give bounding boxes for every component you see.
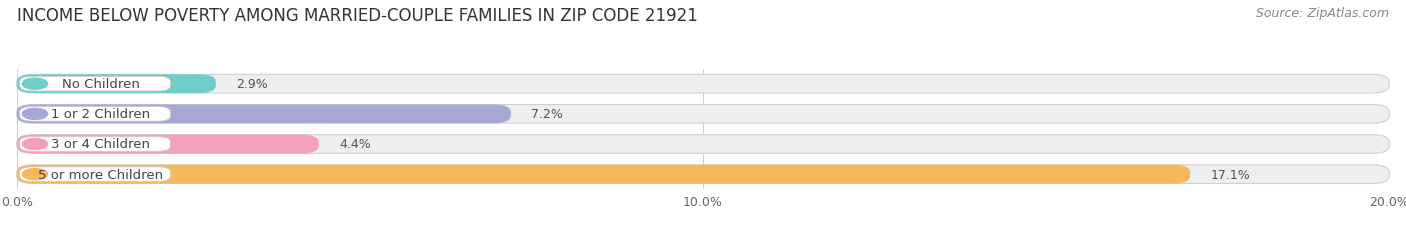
Circle shape bbox=[22, 79, 48, 90]
FancyBboxPatch shape bbox=[17, 135, 1389, 154]
FancyBboxPatch shape bbox=[17, 165, 1189, 184]
FancyBboxPatch shape bbox=[17, 105, 1389, 124]
FancyBboxPatch shape bbox=[20, 137, 170, 152]
Text: 17.1%: 17.1% bbox=[1211, 168, 1250, 181]
Text: 2.9%: 2.9% bbox=[236, 78, 269, 91]
FancyBboxPatch shape bbox=[20, 107, 170, 122]
Text: 3 or 4 Children: 3 or 4 Children bbox=[51, 138, 150, 151]
FancyBboxPatch shape bbox=[20, 77, 170, 91]
Circle shape bbox=[22, 139, 48, 150]
Text: 1 or 2 Children: 1 or 2 Children bbox=[51, 108, 150, 121]
Circle shape bbox=[22, 169, 48, 180]
Text: 7.2%: 7.2% bbox=[531, 108, 564, 121]
FancyBboxPatch shape bbox=[20, 167, 170, 182]
FancyBboxPatch shape bbox=[17, 75, 217, 94]
Text: INCOME BELOW POVERTY AMONG MARRIED-COUPLE FAMILIES IN ZIP CODE 21921: INCOME BELOW POVERTY AMONG MARRIED-COUPL… bbox=[17, 7, 697, 25]
Circle shape bbox=[22, 109, 48, 120]
Text: 4.4%: 4.4% bbox=[339, 138, 371, 151]
FancyBboxPatch shape bbox=[17, 165, 1389, 184]
FancyBboxPatch shape bbox=[17, 105, 510, 124]
Text: 5 or more Children: 5 or more Children bbox=[38, 168, 163, 181]
FancyBboxPatch shape bbox=[17, 135, 319, 154]
FancyBboxPatch shape bbox=[17, 75, 1389, 94]
Text: Source: ZipAtlas.com: Source: ZipAtlas.com bbox=[1256, 7, 1389, 20]
Text: No Children: No Children bbox=[62, 78, 139, 91]
